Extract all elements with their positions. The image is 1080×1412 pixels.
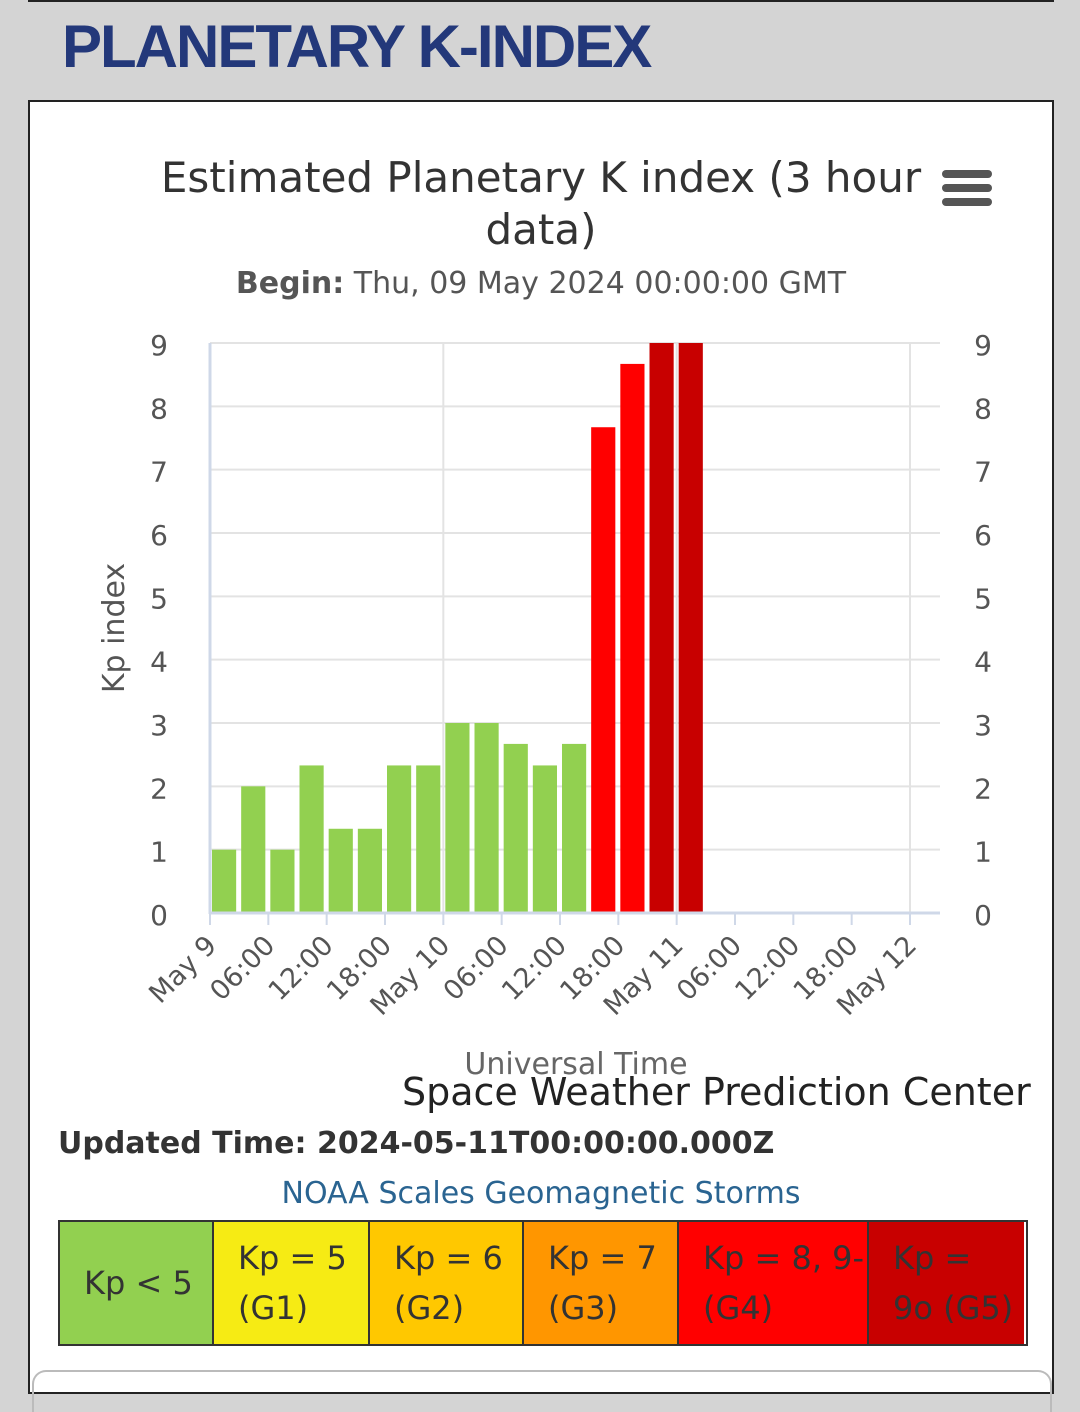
kp-bar bbox=[357, 828, 382, 913]
scale-cell-3: Kp = 7 (G3) bbox=[524, 1222, 679, 1344]
y-tick-label-right: 8 bbox=[974, 392, 992, 425]
y-tick-label-right: 9 bbox=[974, 329, 992, 362]
y-tick-label-left: 0 bbox=[150, 899, 168, 932]
y-tick-label-left: 6 bbox=[150, 519, 168, 552]
chart-title-line-2: data) bbox=[485, 205, 597, 254]
scale-cell-0: Kp < 5 bbox=[60, 1222, 214, 1344]
scale-cell-line2: (G4) bbox=[703, 1289, 774, 1327]
kp-bar bbox=[474, 723, 499, 913]
x-tick-label: 12:00 bbox=[263, 930, 340, 1007]
kp-bar bbox=[649, 343, 674, 913]
kp-bar bbox=[591, 427, 616, 913]
top-rule bbox=[28, 0, 1054, 2]
scale-cell-line2: (G3) bbox=[548, 1289, 619, 1327]
subtitle-value: Thu, 09 May 2024 00:00:00 GMT bbox=[353, 266, 847, 301]
storm-scale-table: Kp < 5 Kp = 5 (G1) Kp = 6 (G2) Kp = 7 (G3) Kp =… bbox=[58, 1220, 1028, 1346]
y-tick-label-right: 1 bbox=[974, 836, 992, 869]
kp-bar bbox=[416, 765, 441, 913]
updated-label: Updated Time: bbox=[58, 1126, 307, 1161]
updated-value: 2024-05-11T00:00:00.000Z bbox=[316, 1126, 775, 1161]
kp-bar bbox=[387, 765, 412, 913]
scale-cell-line1: Kp = bbox=[893, 1239, 972, 1277]
kp-bar bbox=[299, 765, 324, 913]
scale-cell-5: Kp = 9o (G5) bbox=[869, 1222, 1024, 1344]
y-tick-label-right: 6 bbox=[974, 519, 992, 552]
kp-bar bbox=[503, 743, 528, 913]
y-tick-label-right: 4 bbox=[974, 646, 992, 679]
scale-cell-1: Kp = 5 (G1) bbox=[214, 1222, 370, 1344]
updated-time: Updated Time: 2024-05-11T00:00:00.000Z bbox=[58, 1126, 774, 1161]
y-tick-label-right: 3 bbox=[974, 709, 992, 742]
subtitle-label: Begin: bbox=[235, 266, 345, 301]
scale-cell-line2: (G1) bbox=[238, 1289, 309, 1327]
kp-bar bbox=[270, 849, 295, 913]
axis-layer bbox=[208, 343, 940, 925]
x-tick-label: 06:00 bbox=[671, 930, 748, 1007]
y-tick-label-left: 1 bbox=[150, 836, 168, 869]
kp-bar bbox=[562, 743, 587, 913]
chart-credit: Space Weather Prediction Center bbox=[402, 1070, 1031, 1114]
y-tick-label-right: 5 bbox=[974, 582, 992, 615]
chart-title-line-1: Estimated Planetary K index (3 hour bbox=[160, 153, 922, 202]
bar-layer bbox=[212, 343, 703, 913]
kp-bar bbox=[241, 786, 266, 913]
y-tick-label-right: 7 bbox=[974, 456, 992, 489]
scale-cell-2: Kp = 6 (G2) bbox=[370, 1222, 524, 1344]
kp-bar bbox=[212, 849, 237, 913]
y-tick-label-left: 3 bbox=[150, 709, 168, 742]
noaa-scales-link[interactable]: NOAA Scales Geomagnetic Storms bbox=[281, 1176, 801, 1211]
x-axis-title: Universal Time bbox=[464, 1047, 687, 1082]
scale-cell-line1: Kp = 7 bbox=[548, 1239, 657, 1277]
kp-bar bbox=[678, 343, 703, 913]
x-tick-label: May 9 bbox=[143, 930, 223, 1010]
chart-title: Estimated Planetary K index (3 hour data… bbox=[30, 152, 1052, 256]
y-tick-label-left: 8 bbox=[150, 392, 168, 425]
y-tick-label-left: 5 bbox=[150, 582, 168, 615]
hamburger-menu-icon[interactable] bbox=[942, 170, 992, 210]
kp-bar bbox=[445, 723, 470, 913]
scale-cell-line1: Kp = 5 bbox=[238, 1239, 347, 1277]
kp-bar bbox=[532, 765, 557, 913]
y-axis-title: Kp index bbox=[97, 563, 132, 693]
scale-cell-line2: 9o (G5) bbox=[893, 1289, 1014, 1327]
y-tick-label-right: 0 bbox=[974, 899, 992, 932]
x-tick-label: 06:00 bbox=[204, 930, 281, 1007]
y-tick-label-left: 2 bbox=[150, 772, 168, 805]
x-tick-label: 06:00 bbox=[438, 930, 515, 1007]
x-tick-label: 12:00 bbox=[729, 930, 806, 1007]
y-tick-label-right: 2 bbox=[974, 772, 992, 805]
y-tick-label-left: 7 bbox=[150, 456, 168, 489]
scale-cell-line1: Kp = 8, 9- bbox=[703, 1239, 865, 1277]
scale-cell-line1: Kp < 5 bbox=[84, 1264, 193, 1302]
bottom-frame bbox=[32, 1370, 1052, 1412]
x-tick-label: 12:00 bbox=[496, 930, 573, 1007]
y-tick-label-left: 4 bbox=[150, 646, 168, 679]
kp-bar bbox=[620, 363, 645, 913]
scale-cell-line2: (G2) bbox=[394, 1289, 465, 1327]
page-title: PLANETARY K-INDEX bbox=[62, 13, 652, 80]
scale-cell-4: Kp = 8, 9- (G4) bbox=[679, 1222, 869, 1344]
kp-bar bbox=[328, 828, 353, 913]
chart-subtitle: Begin: Thu, 09 May 2024 00:00:00 GMT bbox=[30, 266, 1052, 301]
y-tick-label-left: 9 bbox=[150, 329, 168, 362]
scale-cell-line1: Kp = 6 bbox=[394, 1239, 503, 1277]
chart-panel: Estimated Planetary K index (3 hour data… bbox=[28, 100, 1054, 1412]
